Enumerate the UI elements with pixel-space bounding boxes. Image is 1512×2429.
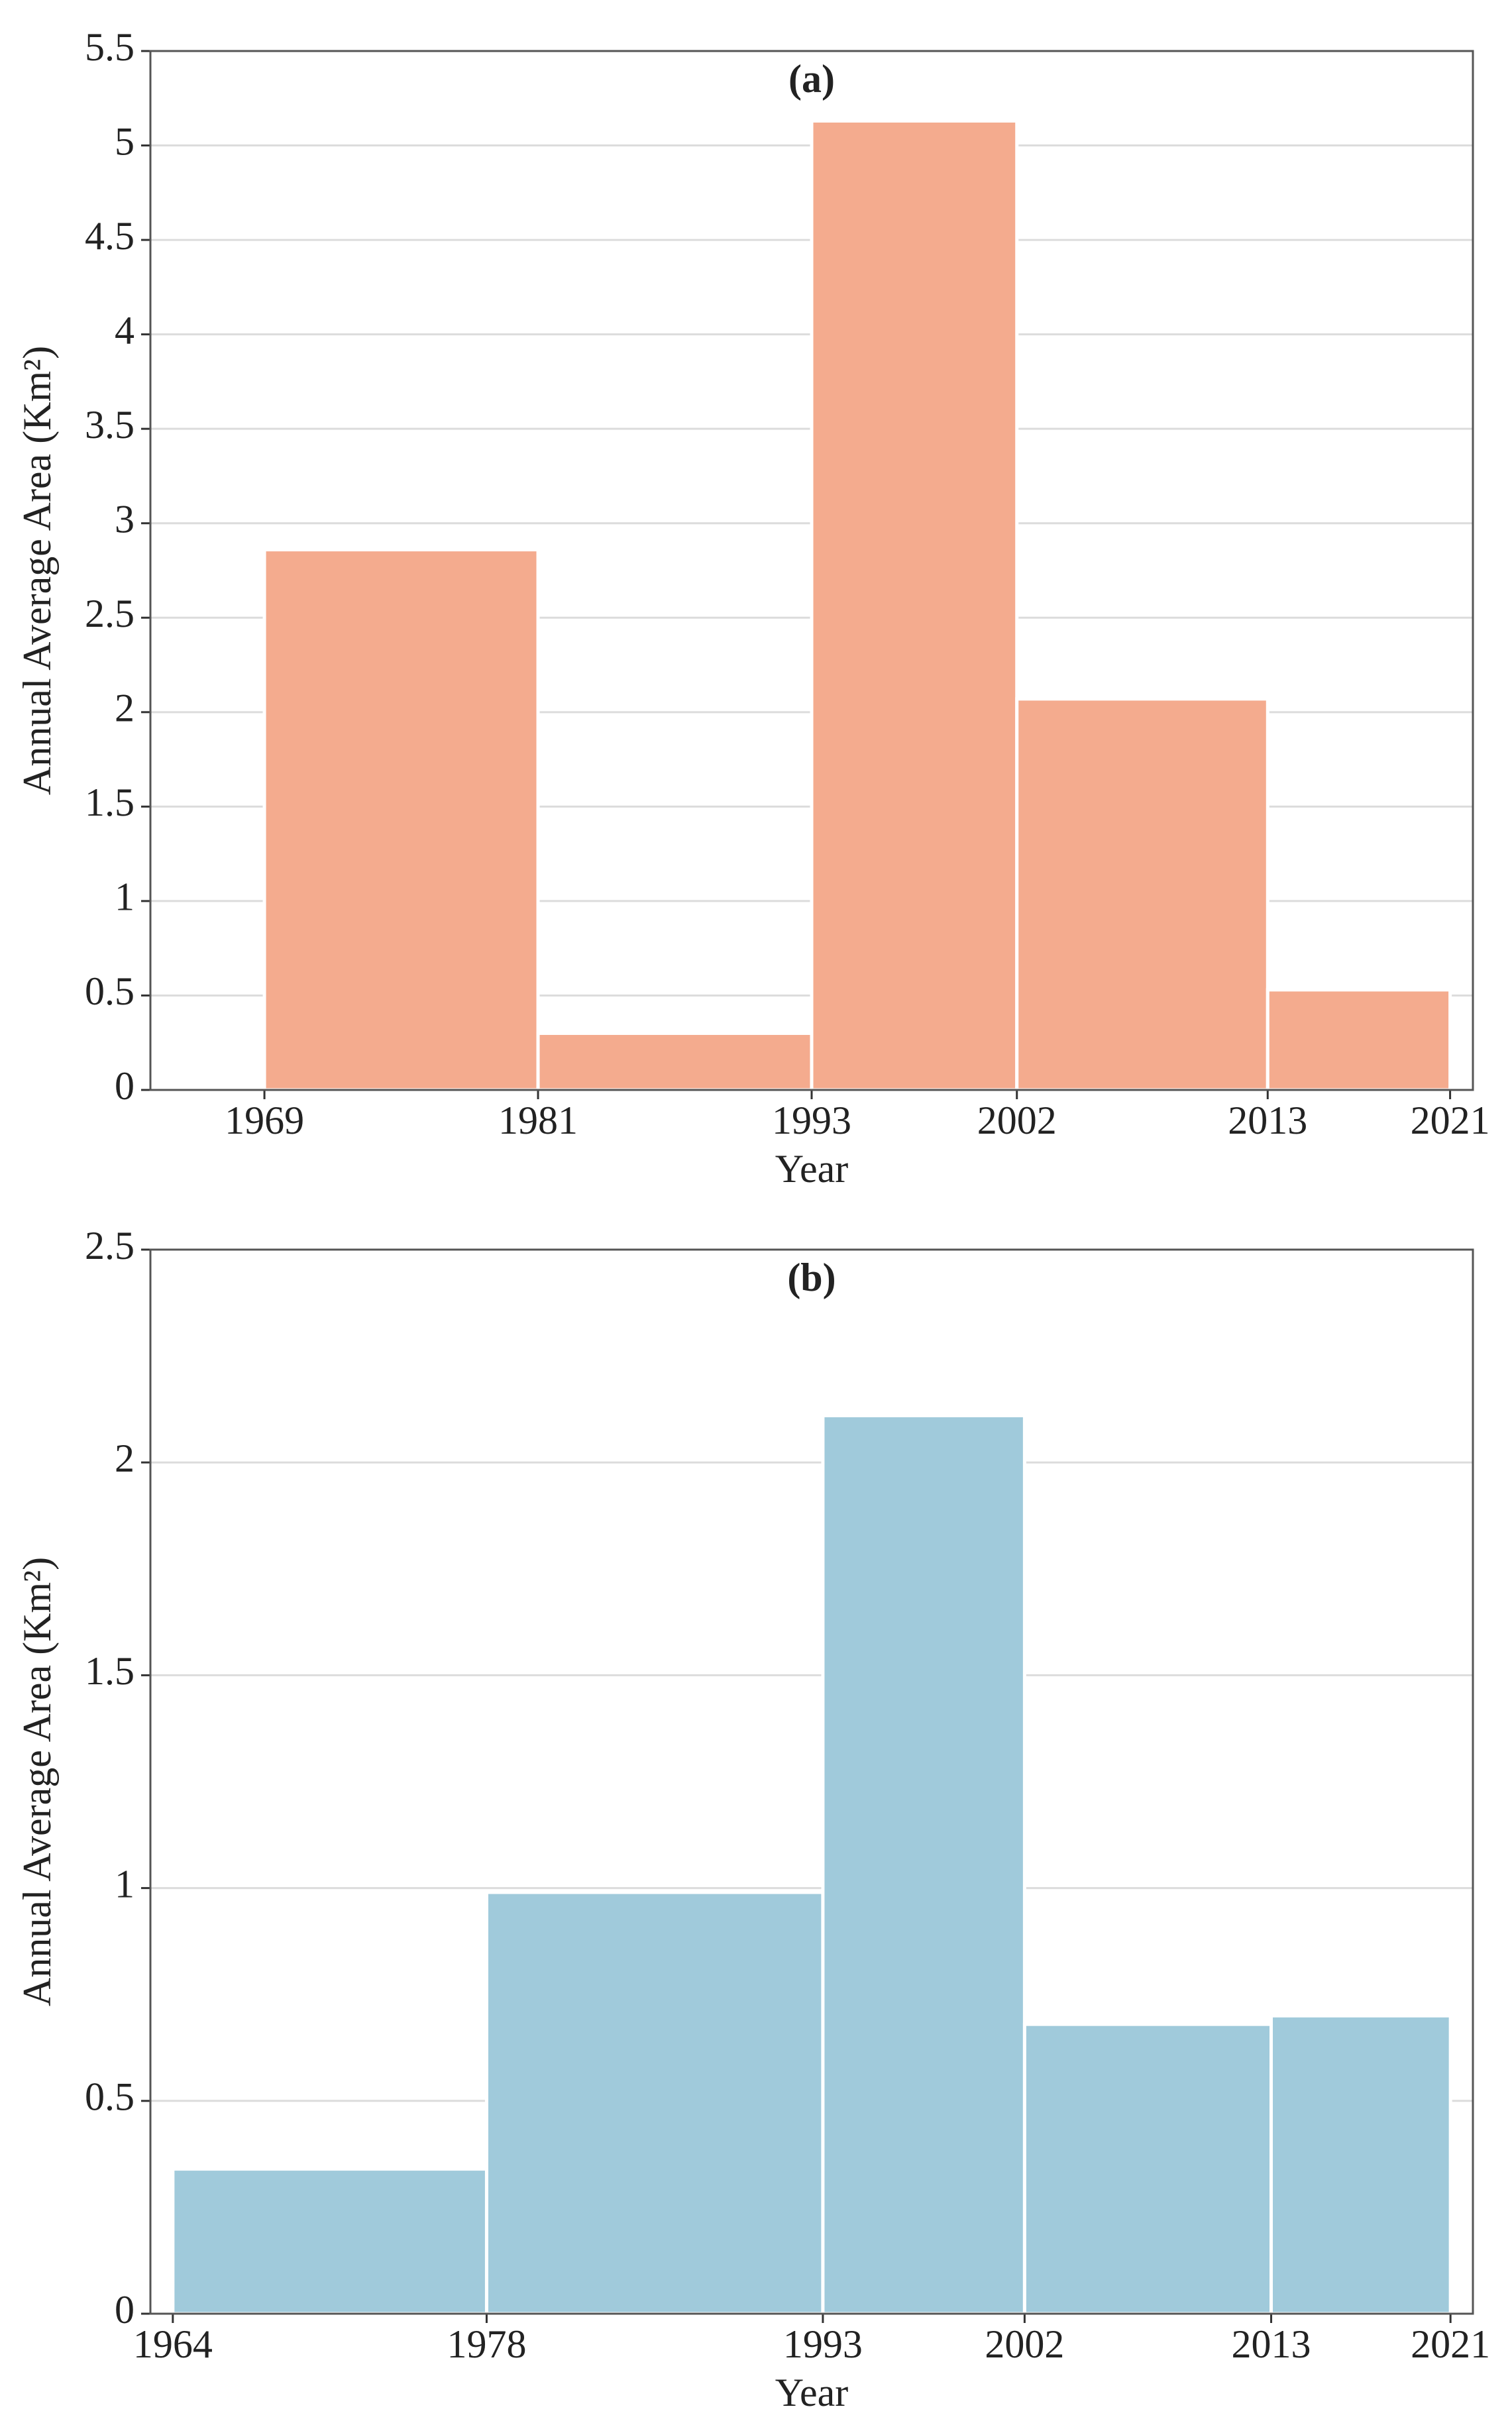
x-tick-label: 1964	[133, 2322, 213, 2366]
x-tick-label: 2021	[1411, 1099, 1490, 1142]
y-tick-label: 4	[115, 308, 135, 352]
y-axis-label: Annual Average Area (Km²)	[15, 346, 59, 795]
x-tick-label: 1993	[772, 1099, 851, 1142]
bar	[171, 2167, 488, 2316]
y-tick-label: 5	[115, 119, 135, 163]
y-tick-label: 2	[115, 686, 135, 730]
x-axis-label: Year	[775, 2371, 849, 2414]
plot-frame	[149, 50, 1474, 1091]
y-tick-label: 3.5	[85, 403, 135, 447]
y-tick-label: 0	[115, 2288, 135, 2332]
x-tick-label: 2013	[1228, 1099, 1307, 1142]
y-tick-label: 2.5	[85, 592, 135, 635]
bar	[262, 548, 540, 1092]
chart: 0 0.5 1 1.5 2 2.5 1964 1978 1993 2002 2013 2021 (b) Y…	[15, 1224, 1490, 2414]
y-axis-label: Annual Average Area (Km²)	[15, 1557, 59, 2006]
bar	[810, 119, 1019, 1092]
bar	[536, 1031, 814, 1092]
x-tick-label: 2002	[977, 1099, 1057, 1142]
y-tick-label: 0.5	[85, 969, 135, 1013]
y-tick-label: 0.5	[85, 2075, 135, 2119]
y-tick-label: 1.5	[85, 1649, 135, 1693]
x-tick-label: 2013	[1232, 2322, 1311, 2366]
x-tick-label: 1978	[447, 2322, 526, 2366]
bar	[484, 1890, 825, 2316]
x-tick-label: 1969	[225, 1099, 304, 1142]
x-axis-label: Year	[775, 1147, 849, 1191]
y-tick-label: 2.5	[85, 1224, 135, 1268]
x-tick-label: 1993	[783, 2322, 863, 2366]
x-tick-label: 2021	[1411, 2322, 1490, 2366]
bar	[1015, 697, 1269, 1092]
x-tick-label: 1981	[498, 1099, 578, 1142]
y-tick-label: 1.5	[85, 781, 135, 824]
y-tick-label: 4.5	[85, 214, 135, 258]
chart-title: (b)	[787, 1256, 836, 1299]
y-tick-label: 1	[115, 1862, 135, 1906]
bar	[1022, 2022, 1273, 2316]
y-tick-label: 3	[115, 497, 135, 541]
y-tick-label: 0	[115, 1064, 135, 1108]
chart: 0 0.5 1 1.5 2 2.5 3 3.5 4 4.5 5 5.5 1969 1981 1993 2002…	[15, 25, 1490, 1191]
bar	[1266, 988, 1452, 1092]
y-tick-label: 1	[115, 875, 135, 919]
bar	[1269, 2014, 1452, 2316]
plot-frame	[149, 1248, 1474, 2315]
y-tick-label: 5.5	[85, 25, 135, 69]
x-tick-label: 2002	[985, 2322, 1064, 2366]
bar	[821, 1414, 1026, 2316]
y-tick-label: 2	[115, 1436, 135, 1480]
chart-title: (a)	[788, 57, 835, 101]
